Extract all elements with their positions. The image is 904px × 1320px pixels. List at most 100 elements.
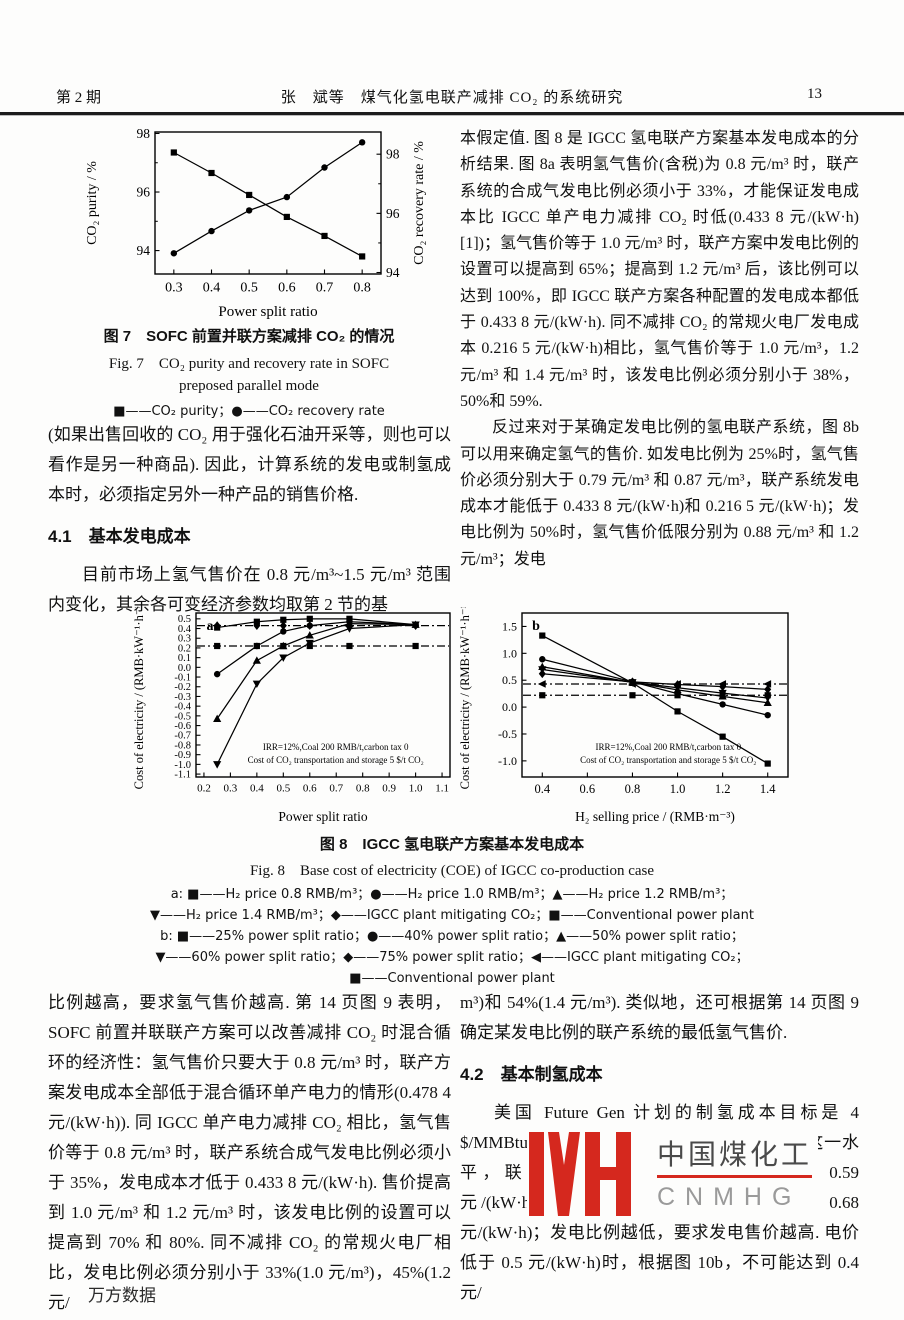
- left-column-top: (如果出售回收的 CO₂ 用于强化石油开采等，则也可以看作是另一种商品). 因此…: [48, 420, 451, 620]
- svg-text:H₂ selling price / (RMB·m⁻³): H₂ selling price / (RMB·m⁻³): [575, 809, 735, 824]
- figure7-legend: ■——CO₂ purity；●——CO₂ recovery rate: [113, 404, 385, 419]
- svg-text:0.6: 0.6: [303, 783, 317, 795]
- svg-text:0.4: 0.4: [250, 783, 264, 795]
- svg-text:-0.7: -0.7: [174, 731, 191, 742]
- svg-text:-0.2: -0.2: [174, 682, 191, 693]
- figure7-caption-en2: preposed parallel mode: [179, 378, 319, 394]
- svg-text:Power split ratio: Power split ratio: [218, 304, 317, 320]
- svg-text:0.0: 0.0: [502, 700, 517, 714]
- svg-text:Cost of CO₂ transportation and: Cost of CO₂ transportation and storage 5…: [580, 755, 756, 765]
- svg-text:0.3: 0.3: [178, 634, 191, 645]
- svg-text:0.8: 0.8: [625, 782, 641, 796]
- svg-text:0.4: 0.4: [203, 281, 221, 296]
- wanfang-data-mark: 万方数据: [88, 1286, 156, 1305]
- cnmhg-logo-icon: [529, 1132, 631, 1216]
- figure8-caption-cn: 图 8 IGCC 氢电联产方案基本发电成本: [319, 836, 585, 853]
- svg-text:b: b: [532, 619, 540, 634]
- journal-issue: 第 2 期: [56, 90, 102, 106]
- svg-text:0.7: 0.7: [329, 783, 343, 795]
- svg-text:0.5: 0.5: [276, 783, 290, 795]
- svg-text:94: 94: [386, 265, 400, 280]
- svg-text:1.5: 1.5: [502, 619, 517, 633]
- svg-text:-1.0: -1.0: [174, 760, 191, 771]
- svg-text:-0.3: -0.3: [174, 692, 191, 703]
- paragraph: m³)和 54%(1.4 元/m³). 类似地，还可根据第 14 页图 9 确定…: [460, 993, 859, 1042]
- svg-text:IRR=12%,Coal 200 RMB/t,carbon: IRR=12%,Coal 200 RMB/t,carbon tax 0: [596, 742, 742, 752]
- svg-text:0.9: 0.9: [382, 783, 396, 795]
- right-column-top: 本假定值. 图 8 是 IGCC 氢电联产方案基本发电成本的分析结果. 图 8a…: [460, 126, 859, 573]
- figure8a-chart: 0.2 0.3 0.4 0.5 0.6 0.7 0.8 0.9 1.0 1.1 0.5 0.4 0.3 0…: [130, 601, 462, 827]
- paragraph: 比例越高，要求氢气售价越高. 第 14 页图 9 表明，SOFC 前置并联联产方…: [48, 993, 451, 1312]
- figure8b-chart: 0.4 0.6 0.8 1.0 1.2 1.4 1.5 1.0 0.5 0.0 -0.5 -1.0 H₂…: [456, 601, 804, 827]
- paragraph: 本假定值. 图 8 是 IGCC 氢电联产方案基本发电成本的分析结果. 图 8a…: [460, 130, 859, 410]
- svg-text:0.3: 0.3: [224, 783, 238, 795]
- svg-text:Cost of electricity / (RMB·kW⁻: Cost of electricity / (RMB·kW⁻¹·h⁻¹): [458, 607, 472, 789]
- svg-text:0.6: 0.6: [278, 281, 296, 296]
- svg-text:0.0: 0.0: [178, 663, 191, 674]
- svg-text:96: 96: [386, 206, 400, 221]
- svg-text:0.1: 0.1: [178, 653, 191, 664]
- svg-text:0.8: 0.8: [353, 281, 371, 296]
- svg-text:-1.1: -1.1: [174, 770, 191, 781]
- svg-text:-0.6: -0.6: [174, 721, 191, 732]
- running-title: 张 斌等 煤气化氢电联产减排 CO₂ 的系统研究: [280, 90, 624, 106]
- svg-text:98: 98: [386, 147, 400, 162]
- svg-text:a: a: [207, 619, 214, 634]
- legend-line: ▼——60% power split ratio；◆——75% power sp…: [155, 950, 749, 965]
- page-number: 13: [807, 86, 822, 102]
- svg-text:96: 96: [137, 185, 151, 200]
- svg-text:0.7: 0.7: [316, 281, 334, 296]
- watermark-text: 中国煤化工 CNMHG: [657, 1129, 813, 1212]
- svg-text:-0.8: -0.8: [174, 740, 191, 751]
- svg-text:Power split ratio: Power split ratio: [278, 809, 367, 824]
- svg-text:0.8: 0.8: [356, 783, 370, 795]
- svg-text:Cost of CO₂ transportation an: Cost of CO₂ transportation and storage 5…: [248, 755, 424, 765]
- figure7-caption-en: Fig. 7 CO₂ purity and recovery rate in S…: [108, 356, 390, 372]
- svg-text:1.0: 1.0: [409, 783, 423, 795]
- svg-text:-0.5: -0.5: [174, 711, 191, 722]
- section-heading-4-1: 4.1 基本发电成本: [48, 527, 191, 546]
- svg-text:CO₂ recovery rate / %: CO₂ recovery rate / %: [412, 141, 427, 265]
- left-column-bottom: 比例越高，要求氢气售价越高. 第 14 页图 9 表明，SOFC 前置并联联产方…: [48, 988, 451, 1318]
- svg-text:0.4: 0.4: [178, 624, 192, 635]
- legend-line: ▼——H₂ price 1.4 RMB/m³；◆——IGCC plant mit…: [150, 908, 754, 923]
- legend-line: ■——Conventional power plant: [349, 971, 555, 986]
- svg-text:0.4: 0.4: [534, 782, 550, 796]
- svg-text:IRR=12%,Coal 200 RMB/t,carbon: IRR=12%,Coal 200 RMB/t,carbon tax 0: [263, 742, 409, 752]
- svg-text:0.5: 0.5: [178, 614, 191, 625]
- svg-text:1.0: 1.0: [670, 782, 686, 796]
- svg-text:0.5: 0.5: [240, 281, 258, 296]
- svg-text:CO₂ purity / %: CO₂ purity / %: [85, 161, 100, 245]
- svg-text:98: 98: [137, 126, 151, 141]
- svg-text:1.2: 1.2: [715, 782, 731, 796]
- svg-text:0.2: 0.2: [178, 643, 191, 654]
- svg-text:0.5: 0.5: [502, 673, 517, 687]
- figure8-caption-en: Fig. 8 Base cost of electricity (COE) of…: [249, 863, 655, 879]
- cnmhg-watermark: 中国煤化工 CNMHG: [527, 1127, 819, 1221]
- svg-text:1.0: 1.0: [502, 646, 517, 660]
- watermark-title: 中国煤化工: [657, 1133, 813, 1178]
- svg-text:1.4: 1.4: [760, 782, 776, 796]
- watermark-subtitle: CNMHG: [657, 1183, 802, 1211]
- svg-text:-0.4: -0.4: [174, 702, 191, 713]
- svg-text:1.1: 1.1: [435, 783, 449, 795]
- paragraph: (如果出售回收的 CO₂ 用于强化石油开采等，则也可以看作是另一种商品). 因此…: [48, 425, 451, 504]
- header-rule: [0, 112, 904, 116]
- legend-line: b: ■——25% power split ratio；●——40% power…: [160, 929, 744, 944]
- section-heading-4-2: 4.2 基本制氢成本: [460, 1065, 603, 1084]
- svg-text:94: 94: [137, 243, 151, 258]
- svg-text:0.3: 0.3: [165, 281, 183, 296]
- svg-text:-0.9: -0.9: [174, 750, 191, 761]
- svg-text:0.6: 0.6: [580, 782, 596, 796]
- paragraph: 目前市场上氢气售价在 0.8 元/m³~1.5 元/m³ 范围内变化，其余各可变…: [48, 565, 451, 614]
- svg-text:Cost of electricity / (RMB·kW⁻: Cost of electricity / (RMB·kW⁻¹·h⁻¹): [132, 607, 146, 789]
- svg-text:-0.5: -0.5: [498, 727, 517, 741]
- svg-text:-0.1: -0.1: [174, 672, 191, 683]
- svg-text:-1.0: -1.0: [498, 754, 517, 768]
- svg-text:0.2: 0.2: [197, 783, 211, 795]
- figure7-chart: 0.3 0.4 0.5 0.6 0.7 0.8 98 96 94 98 96 94 Power spli…: [83, 124, 431, 322]
- figure8-legend: a: ■——H₂ price 0.8 RMB/m³；●——H₂ price 1.…: [0, 884, 904, 989]
- paragraph: 反过来对于某确定发电比例的氢电联产系统，图 8b 可以用来确定氢气的售价. 如发…: [460, 419, 859, 568]
- legend-line: a: ■——H₂ price 0.8 RMB/m³；●——H₂ price 1.…: [170, 887, 734, 902]
